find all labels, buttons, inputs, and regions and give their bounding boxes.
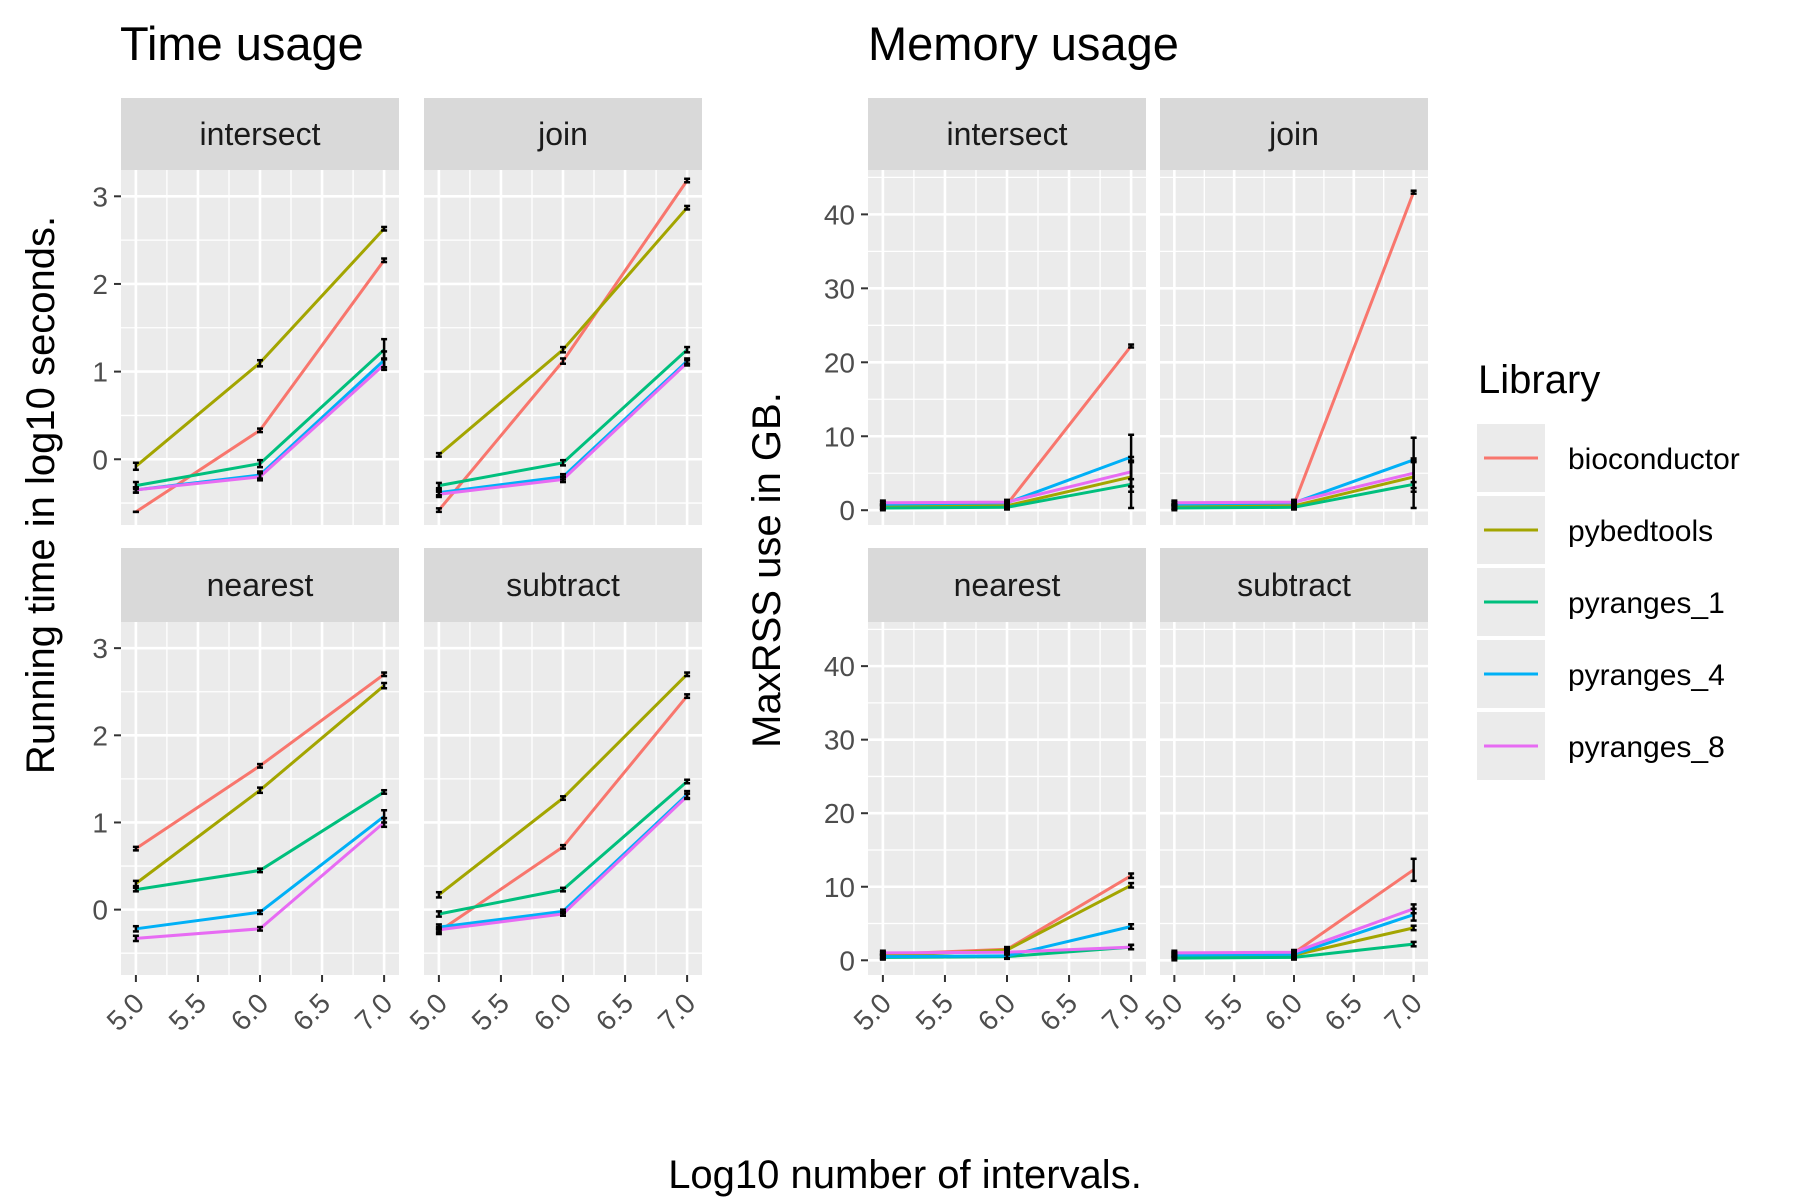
x-tick-label: 5.0 [101,987,150,1036]
y-tick-label: 3 [92,181,108,212]
facet-strip-label: intersect [200,116,321,152]
legend-label: pybedtools [1568,515,1713,548]
legend-item-pyranges_1: pyranges_1 [1477,568,1725,636]
y-tick-label: 10 [824,421,855,452]
x-tick-label: 6.5 [287,987,336,1036]
x-tick-label: 6.0 [972,987,1021,1036]
y-tick-label: 10 [824,872,855,903]
y-tick-label: 20 [824,347,855,378]
facet-time-intersect: intersect 0 1 2 3 [92,98,399,525]
y-tick-label: 3 [92,633,108,664]
memory-panel-title: Memory usage [868,17,1179,70]
legend-title: Library [1478,358,1600,402]
x-tick-label: 7.0 [652,987,701,1036]
facet-memory-subtract: subtract 5.0 5.5 6.0 6.5 7.0 [1139,548,1428,1037]
x-tick-label: 7.0 [1378,987,1427,1036]
memory-y-axis-title: MaxRSS use in GB. [745,392,789,748]
facet-strip [121,98,399,170]
facet-memory-nearest: nearest 0 10 20 30 40 5.0 5.5 6.0 6.5 7.0 [824,548,1146,1037]
x-tick-label: 6.5 [590,987,639,1036]
x-tick-label: 6.0 [225,987,274,1036]
facet-strip-label: join [1268,116,1319,152]
legend-label: pyranges_1 [1568,587,1725,620]
legend: Library bioconductor pybedtools pyranges_1… [1477,358,1740,780]
facet-strip-label: nearest [207,567,314,603]
legend-label: pyranges_8 [1568,731,1725,764]
legend-item-pybedtools: pybedtools [1477,496,1713,564]
y-tick-label: 1 [92,357,108,388]
x-tick-label: 6.5 [1319,987,1368,1036]
x-tick-label: 5.5 [910,987,959,1036]
x-tick-label: 5.5 [163,987,212,1036]
y-tick-label: 30 [824,725,855,756]
facet-strip-label: intersect [947,116,1068,152]
y-tick-label: 40 [824,651,855,682]
x-tick-label: 6.0 [1259,987,1308,1036]
legend-label: bioconductor [1568,443,1740,476]
x-tick-label: 5.0 [404,987,453,1036]
legend-item-pyranges_8: pyranges_8 [1477,712,1725,780]
facet-strip [424,548,702,622]
time-y-axis-title: Running time in log10 seconds. [19,216,63,774]
x-tick-label: 5.5 [1199,987,1248,1036]
x-tick-label: 7.0 [1096,987,1145,1036]
x-tick-label: 5.0 [1139,987,1188,1036]
facet-memory-join: join [1160,98,1428,525]
y-tick-label: 0 [839,945,855,976]
x-axis-title: Log10 number of intervals. [668,1153,1142,1197]
y-tick-label: 1 [92,807,108,838]
facet-time-nearest: nearest 0 1 2 3 5.0 5.5 6.0 6.5 7.0 [92,548,399,1037]
facet-strip [424,98,702,170]
y-tick-label: 40 [824,199,855,230]
legend-item-bioconductor: bioconductor [1477,424,1740,492]
legend-label: pyranges_4 [1568,659,1725,692]
x-tick-label: 5.5 [466,987,515,1036]
x-tick-label: 5.0 [848,987,897,1036]
x-tick-label: 7.0 [349,987,398,1036]
legend-item-pyranges_4: pyranges_4 [1477,640,1725,708]
facet-time-join: join [424,98,702,525]
facet-strip-label: subtract [1237,567,1351,603]
y-tick-label: 2 [92,720,108,751]
facet-time-subtract: subtract 5.0 5.5 6.0 6.5 7.0 [404,548,702,1037]
facet-strip-label: join [537,116,588,152]
facet-strip [868,548,1146,622]
time-panel-title: Time usage [120,17,364,70]
facet-strip-label: nearest [954,567,1061,603]
facet-memory-intersect: intersect 0 10 20 30 40 [824,98,1146,526]
facet-strip [121,548,399,622]
legend-items: bioconductor pybedtools pyranges_1 pyranges… [1477,424,1740,780]
y-tick-label: 30 [824,273,855,304]
facet-strip-label: subtract [506,567,620,603]
facet-strip [1160,98,1428,170]
x-tick-label: 6.0 [528,987,577,1036]
y-tick-label: 0 [92,444,108,475]
facet-strip [868,98,1146,170]
x-tick-label: 6.5 [1034,987,1083,1036]
y-tick-label: 0 [839,495,855,526]
y-tick-label: 2 [92,269,108,300]
y-tick-label: 20 [824,798,855,829]
y-tick-label: 0 [92,895,108,926]
facet-strip [1160,548,1428,622]
